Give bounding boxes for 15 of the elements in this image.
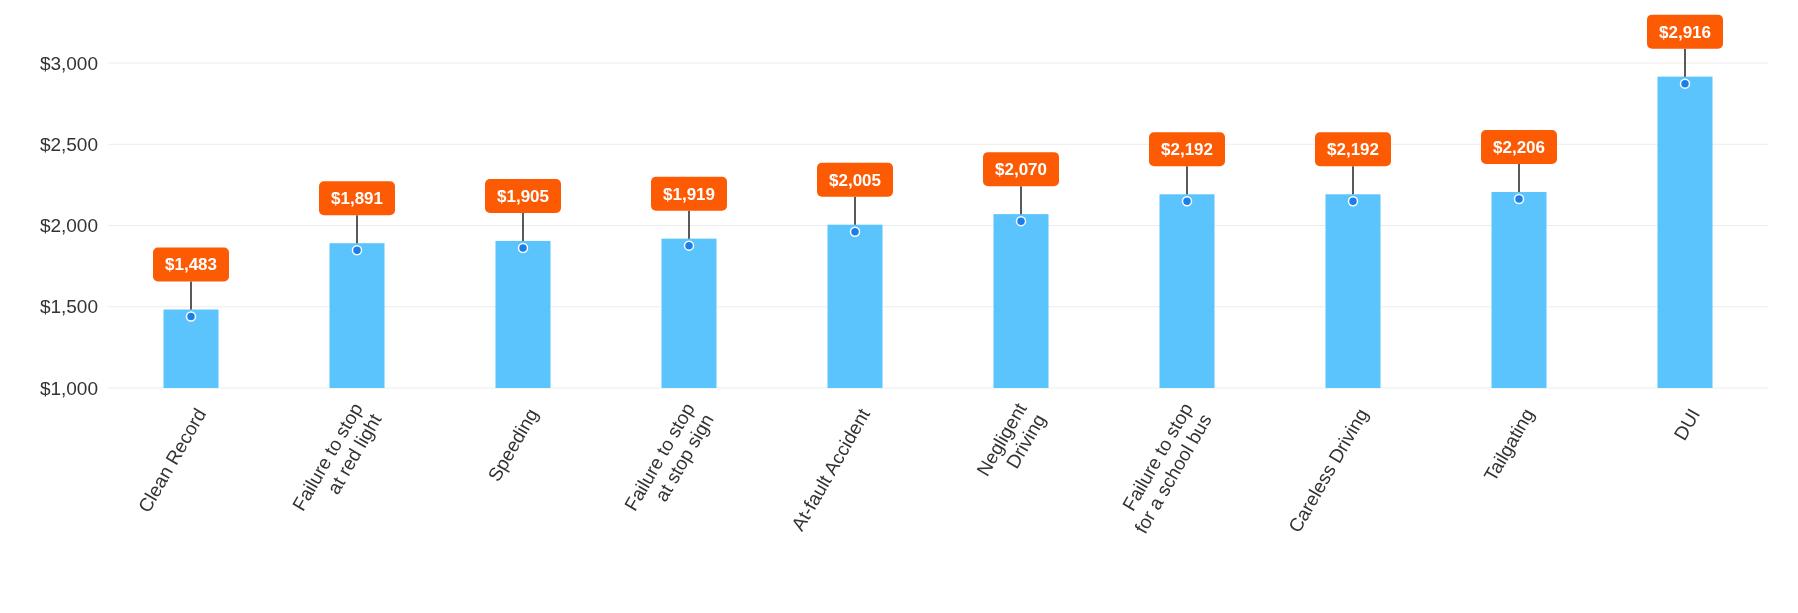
- y-tick-label: $2,500: [39, 133, 98, 155]
- data-label: $2,206: [1493, 137, 1545, 157]
- y-tick-label: $2,000: [39, 215, 98, 237]
- data-label: $1,891: [331, 189, 383, 209]
- data-label: $2,916: [1659, 22, 1711, 42]
- data-label: $1,483: [165, 255, 217, 275]
- data-label: $2,005: [829, 170, 881, 190]
- data-label: $2,070: [995, 160, 1047, 180]
- y-tick-label: $3,000: [39, 52, 98, 74]
- y-tick-label: $1,000: [39, 377, 98, 399]
- data-label: $2,192: [1161, 140, 1213, 160]
- data-label: $1,905: [497, 186, 549, 206]
- data-label: $2,192: [1327, 140, 1379, 160]
- data-label: $1,919: [663, 184, 715, 204]
- y-tick-label: $1,500: [39, 296, 98, 318]
